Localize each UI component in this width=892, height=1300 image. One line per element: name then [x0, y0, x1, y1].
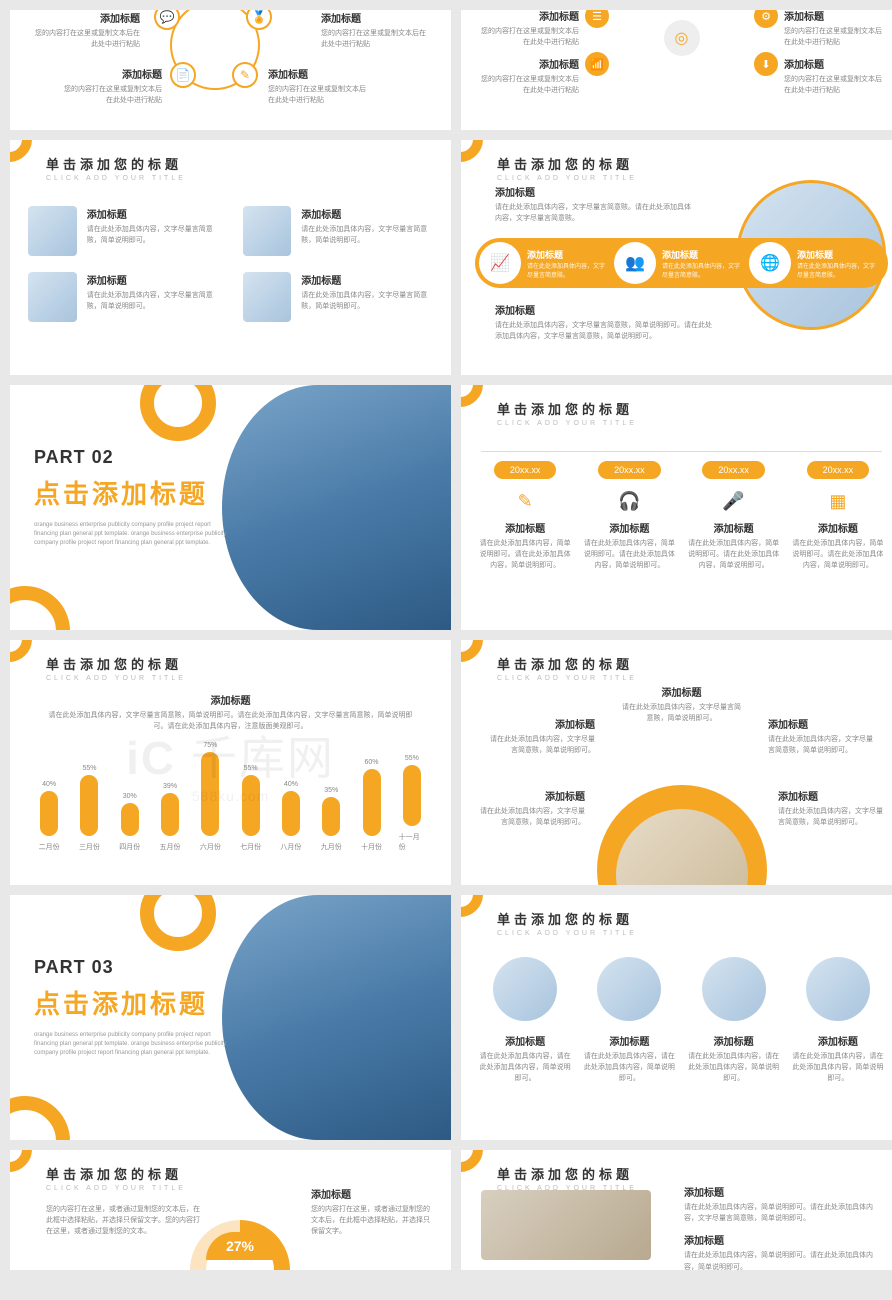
- slide-1: 💬 🏅 📄 ✎ 添加标题 您的内容打在这里或复制文本后在此处中进行粘贴 添加标题…: [10, 10, 451, 130]
- bar: 55%七月份: [237, 765, 263, 853]
- gear-icon: ⚙: [232, 1270, 248, 1271]
- grid-icon: ▦: [829, 491, 846, 512]
- bar: 75%六月份: [197, 742, 223, 852]
- list-item: 添加标题请在此处添加具体内容，文字尽量言简意赅，简单说明即可。: [28, 206, 219, 256]
- bar-chart: 40%二月份55%三月份30%四月份39%五月份75%六月份55%七月份40%八…: [28, 752, 433, 852]
- slide-11: 单击添加您的标题 CLICK ADD YOUR TITLE 您的内容打在这里，或…: [10, 1150, 451, 1270]
- building-image: [222, 895, 451, 1140]
- bar: 39%五月份: [157, 783, 183, 853]
- mic-icon: 🎤: [722, 491, 744, 512]
- part-label: PART 02: [34, 447, 234, 468]
- headphones-icon: 🎧: [618, 491, 640, 512]
- list-item: 添加标题请在此处添加具体内容，文字尽量言简意赅，简单说明即可。: [28, 272, 219, 322]
- slide-6: 单击添加您的标题 CLICK ADD YOUR TITLE 20xx.xx 20…: [461, 385, 892, 630]
- wifi-icon: 📶: [585, 52, 609, 76]
- slide-3: 单击添加您的标题 CLICK ADD YOUR TITLE 添加标题请在此处添加…: [10, 140, 451, 375]
- bar: 55%三月份: [76, 765, 102, 853]
- bar: 35%九月份: [318, 787, 344, 852]
- bar: 30%四月份: [117, 793, 143, 853]
- pencil-icon: ✎: [232, 62, 258, 88]
- slide-grid: 💬 🏅 📄 ✎ 添加标题 您的内容打在这里或复制文本后在此处中进行粘贴 添加标题…: [10, 10, 892, 1270]
- bar: 40%八月份: [278, 781, 304, 852]
- list-item: 添加标题请在此处添加具体内容，文字尽量言简意赅，简单说明即可。: [243, 272, 434, 322]
- bar: 40%二月份: [36, 781, 62, 852]
- laptop-image: [481, 1190, 651, 1260]
- part-desc: orange business enterprise publicity com…: [34, 521, 234, 548]
- slide-9-part03: PART 03 点击添加标题 orange business enterpris…: [10, 895, 451, 1140]
- building-image: [222, 385, 451, 630]
- slide-7: 单击添加您的标题 CLICK ADD YOUR TITLE 添加标题 请在此处添…: [10, 640, 451, 885]
- year-pill: 20xx.xx: [494, 461, 557, 479]
- slide-2: ◎ ☰ ⚙ 📶 ⬇ 添加标题 您的内容打在这里或复制文本后在此处中进行粘贴 添加…: [461, 10, 892, 130]
- s1-item-title: 添加标题: [321, 10, 431, 25]
- download-icon: ⬇: [754, 52, 778, 76]
- slide-10: 单击添加您的标题 CLICK ADD YOUR TITLE 添加标题请在此处添加…: [461, 895, 892, 1140]
- bar: 60%十月份: [358, 759, 384, 853]
- chart-desc: 请在此处添加具体内容，文字尽量言简意赅，简单说明即可。请在此处添加具体内容，文字…: [28, 710, 433, 732]
- slide-5-part02: PART 02 点击添加标题 orange business enterpris…: [10, 385, 451, 630]
- bars-icon: ☰: [585, 10, 609, 28]
- slide-subtitle: CLICK ADD YOUR TITLE: [46, 175, 433, 182]
- badge-icon: 🏅: [246, 10, 272, 30]
- globe-icon: 🌐: [749, 242, 791, 284]
- gear-icon: ⚙: [754, 10, 778, 28]
- people-icon: 👥: [614, 242, 656, 284]
- circle-image: [493, 957, 557, 1021]
- chart-icon: 📈: [479, 242, 521, 284]
- part-title: 点击添加标题: [34, 474, 234, 511]
- chart-title: 添加标题: [28, 692, 433, 707]
- slide-title: 单击添加您的标题: [46, 154, 433, 173]
- s1-item-body: 您的内容打在这里或复制文本后在此处中进行粘贴: [321, 28, 431, 50]
- slide-4: 单击添加您的标题 CLICK ADD YOUR TITLE 添加标题 请在此处添…: [461, 140, 892, 375]
- pencil-icon: ✎: [518, 491, 533, 512]
- slide-8: 单击添加您的标题 CLICK ADD YOUR TITLE 添加标题请在此处添加…: [461, 640, 892, 885]
- target-icon: ◎: [664, 20, 700, 56]
- list-item: 添加标题请在此处添加具体内容，文字尽量言简意赅，简单说明即可。: [243, 206, 434, 256]
- bar: 55%十一月份: [399, 755, 425, 853]
- doc-icon: 📄: [170, 62, 196, 88]
- slide-12: 单击添加您的标题 CLICK ADD YOUR TITLE 添加标题 请在此处添…: [461, 1150, 892, 1270]
